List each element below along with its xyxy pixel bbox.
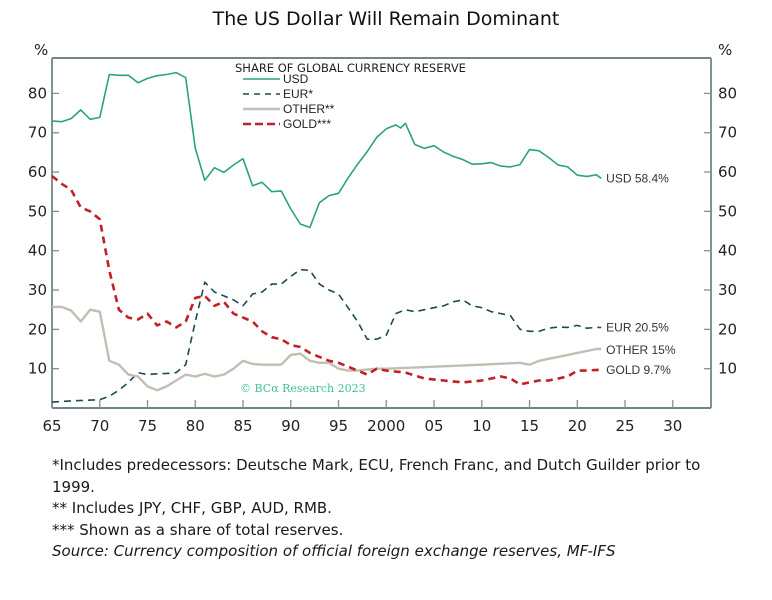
y-tick-label-left: 50 xyxy=(28,202,47,220)
y-tick-label-left: 70 xyxy=(28,124,47,142)
y-tick-label-right: 30 xyxy=(718,281,737,299)
x-tick-label: 10 xyxy=(472,417,491,435)
x-tick-label: 90 xyxy=(281,417,300,435)
end-label-eur: EUR 20.5% xyxy=(606,320,669,334)
legend: SHARE OF GLOBAL CURRENCY RESERVEUSDEUR*O… xyxy=(235,61,466,131)
footnote-gold: *** Shown as a share of total reserves. xyxy=(52,520,344,539)
watermark: © BCα Research 2023 xyxy=(240,382,366,395)
x-tick-label: 2000 xyxy=(367,417,405,435)
legend-label-usd: USD xyxy=(283,72,309,86)
x-tick-label: 20 xyxy=(568,417,587,435)
labels-layer: USD 58.4% EUR 20.5% OTHER 15% GOLD 9.7% © BC… xyxy=(240,171,676,395)
y-tick-label-left: 20 xyxy=(28,320,47,338)
chart-title: The US Dollar Will Remain Dominant xyxy=(212,8,560,30)
end-label-gold: GOLD 9.7% xyxy=(606,363,671,377)
chart-canvas: 10 10 20 20 30 30 40 40 50 50 60 60 70 70 80 80% % 65 70 75… xyxy=(28,41,737,435)
end-label-other: OTHER 15% xyxy=(606,343,676,357)
y-tick-label-left: 60 xyxy=(28,163,47,181)
y-unit-right: % xyxy=(718,41,732,59)
legend-label-other: OTHER** xyxy=(283,102,335,116)
x-tick-label: 65 xyxy=(42,417,61,435)
x-tick-label: 70 xyxy=(90,417,109,435)
end-label-usd: USD 58.4% xyxy=(606,171,669,185)
y-tick-label-right: 80 xyxy=(718,84,737,102)
y-tick-label-left: 30 xyxy=(28,281,47,299)
y-tick-label-right: 10 xyxy=(718,360,737,378)
footnote-other: ** Includes JPY, CHF, GBP, AUD, RMB. xyxy=(52,499,332,517)
legend-label-gold: GOLD*** xyxy=(283,117,331,131)
y-unit-left: % xyxy=(34,41,48,59)
y-tick-label-left: 10 xyxy=(28,360,47,378)
series-line-usd xyxy=(51,71,602,229)
x-tick-label: 85 xyxy=(233,417,252,435)
chart-axes: 10 10 20 20 30 30 40 40 50 50 60 60 70 70 80 80% % 65 70 75… xyxy=(28,41,737,435)
x-tick-label: 05 xyxy=(424,417,443,435)
y-tick-label-right: 70 xyxy=(718,124,737,142)
y-tick-label-right: 20 xyxy=(718,320,737,338)
series-line-gold xyxy=(51,174,602,386)
x-tick-label: 80 xyxy=(186,417,205,435)
x-tick-label: 25 xyxy=(615,417,634,435)
series-line-other xyxy=(52,305,602,392)
footnote-eur: *Includes predecessors: Deutsche Mark, E… xyxy=(52,456,701,496)
y-tick-label-left: 40 xyxy=(28,242,47,260)
x-tick-label: 30 xyxy=(663,417,682,435)
y-tick-label-right: 60 xyxy=(718,163,737,181)
y-tick-label-right: 50 xyxy=(718,202,737,220)
x-tick-label: 95 xyxy=(329,417,348,435)
x-tick-label: 15 xyxy=(520,417,539,435)
y-tick-label-right: 40 xyxy=(718,242,737,260)
series-layer xyxy=(51,71,602,403)
legend-label-eur: EUR* xyxy=(283,87,313,101)
source-note: Source: Currency composition of official… xyxy=(52,542,616,560)
x-tick-label: 75 xyxy=(138,417,157,435)
legend-title: SHARE OF GLOBAL CURRENCY RESERVE xyxy=(235,61,466,75)
y-tick-label-left: 80 xyxy=(28,84,47,102)
footnotes: *Includes predecessors: Deutsche Mark, E… xyxy=(52,455,732,563)
